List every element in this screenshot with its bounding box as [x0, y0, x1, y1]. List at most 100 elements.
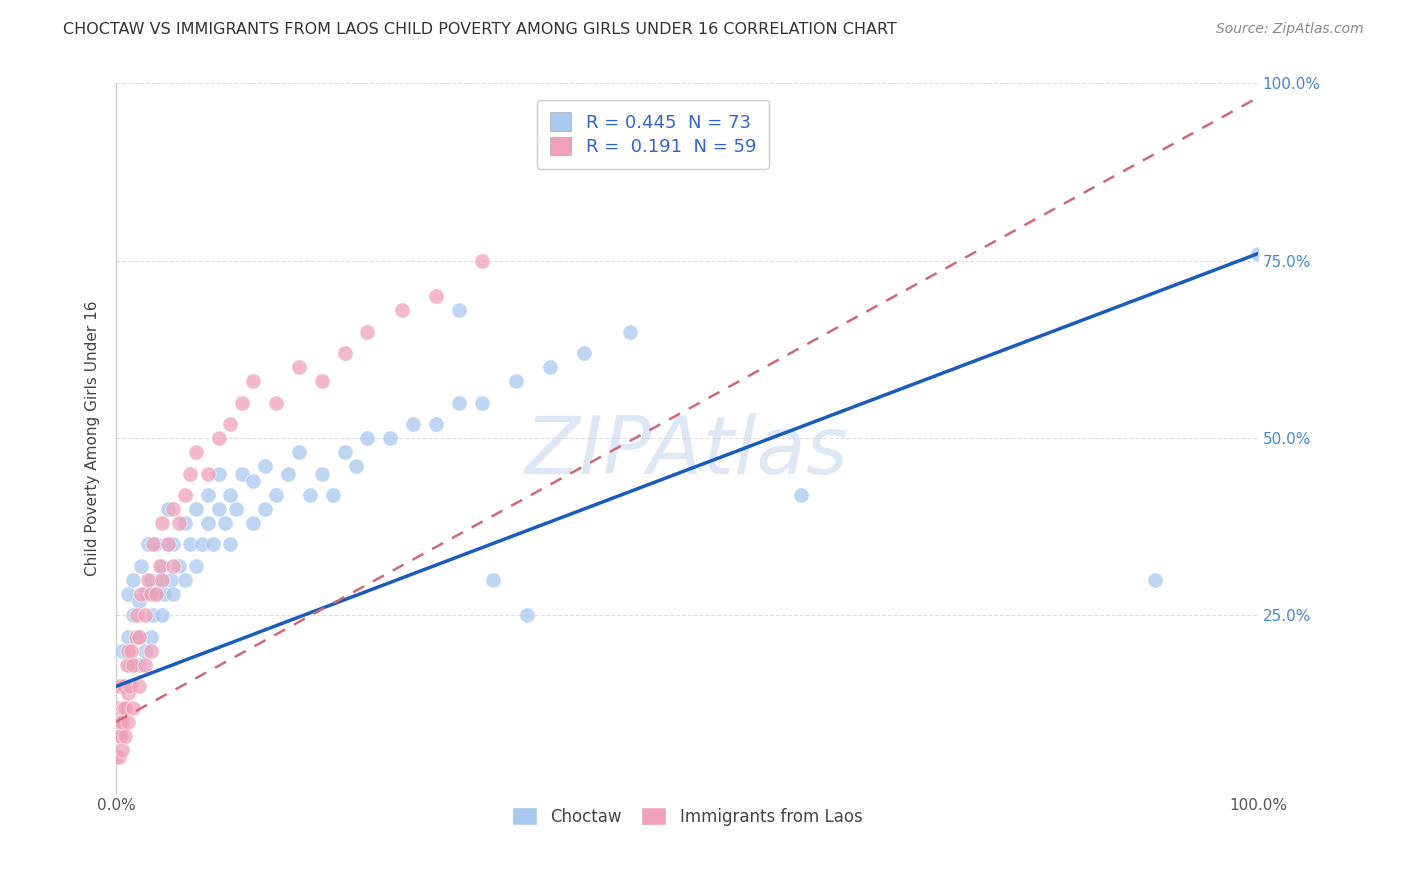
Point: [115, 658, 138, 673]
Point: [139, 630, 162, 644]
Point: [299, 488, 322, 502]
Point: [114, 700, 136, 714]
Text: Source: ZipAtlas.com: Source: ZipAtlas.com: [1216, 22, 1364, 37]
Point: [333, 445, 356, 459]
Point: [112, 679, 135, 693]
Point: [1247, 246, 1270, 260]
Point: [111, 743, 134, 757]
Point: [134, 587, 156, 601]
Point: [186, 445, 208, 459]
Point: [114, 679, 136, 693]
Point: [136, 573, 159, 587]
Point: [219, 488, 242, 502]
Point: [117, 686, 139, 700]
Point: [117, 587, 139, 601]
Point: [153, 587, 176, 601]
Point: [356, 431, 378, 445]
Point: [125, 608, 148, 623]
Point: [145, 587, 167, 601]
Point: [179, 537, 201, 551]
Point: [128, 679, 150, 693]
Point: [242, 374, 264, 388]
Point: [425, 417, 447, 431]
Point: [208, 431, 231, 445]
Point: [131, 558, 153, 573]
Point: [380, 431, 402, 445]
Point: [173, 488, 195, 502]
Point: [1144, 573, 1167, 587]
Point: [111, 714, 134, 729]
Point: [264, 488, 287, 502]
Point: [156, 537, 179, 551]
Y-axis label: Child Poverty Among Girls Under 16: Child Poverty Among Girls Under 16: [86, 301, 100, 576]
Point: [142, 608, 165, 623]
Point: [134, 658, 156, 673]
Point: [162, 537, 184, 551]
Point: [162, 587, 184, 601]
Point: [112, 700, 135, 714]
Point: [117, 630, 139, 644]
Point: [145, 587, 167, 601]
Point: [311, 467, 333, 481]
Point: [242, 474, 264, 488]
Point: [288, 445, 311, 459]
Point: [156, 502, 179, 516]
Point: [505, 374, 527, 388]
Point: [150, 608, 173, 623]
Point: [208, 467, 231, 481]
Point: [128, 594, 150, 608]
Point: [131, 587, 153, 601]
Point: [288, 360, 311, 375]
Point: [117, 644, 139, 658]
Point: [117, 714, 139, 729]
Point: [156, 537, 179, 551]
Point: [173, 573, 195, 587]
Point: [186, 558, 208, 573]
Point: [105, 700, 128, 714]
Point: [447, 303, 470, 318]
Point: [105, 729, 128, 743]
Point: [173, 516, 195, 530]
Text: ZIPAtlas: ZIPAtlas: [524, 413, 849, 491]
Point: [128, 630, 150, 644]
Point: [333, 346, 356, 360]
Point: [214, 516, 236, 530]
Point: [162, 558, 184, 573]
Point: [149, 558, 172, 573]
Point: [253, 459, 276, 474]
Point: [264, 395, 287, 409]
Point: [516, 608, 538, 623]
Point: [482, 573, 505, 587]
Point: [110, 729, 132, 743]
Point: [108, 679, 131, 693]
Point: [391, 303, 413, 318]
Point: [179, 467, 201, 481]
Point: [790, 488, 813, 502]
Point: [122, 700, 145, 714]
Point: [538, 360, 561, 375]
Point: [447, 395, 470, 409]
Point: [124, 630, 146, 644]
Point: [150, 558, 173, 573]
Point: [114, 729, 136, 743]
Point: [191, 537, 214, 551]
Point: [311, 374, 333, 388]
Point: [139, 587, 162, 601]
Point: [197, 488, 219, 502]
Point: [122, 608, 145, 623]
Point: [208, 502, 231, 516]
Point: [162, 502, 184, 516]
Point: [105, 714, 128, 729]
Point: [186, 502, 208, 516]
Point: [344, 459, 367, 474]
Point: [471, 253, 494, 268]
Point: [118, 679, 141, 693]
Point: [150, 573, 173, 587]
Legend: Choctaw, Immigrants from Laos: Choctaw, Immigrants from Laos: [503, 799, 870, 834]
Point: [167, 558, 190, 573]
Point: [471, 395, 494, 409]
Point: [107, 750, 129, 764]
Point: [134, 644, 156, 658]
Point: [145, 537, 167, 551]
Point: [125, 630, 148, 644]
